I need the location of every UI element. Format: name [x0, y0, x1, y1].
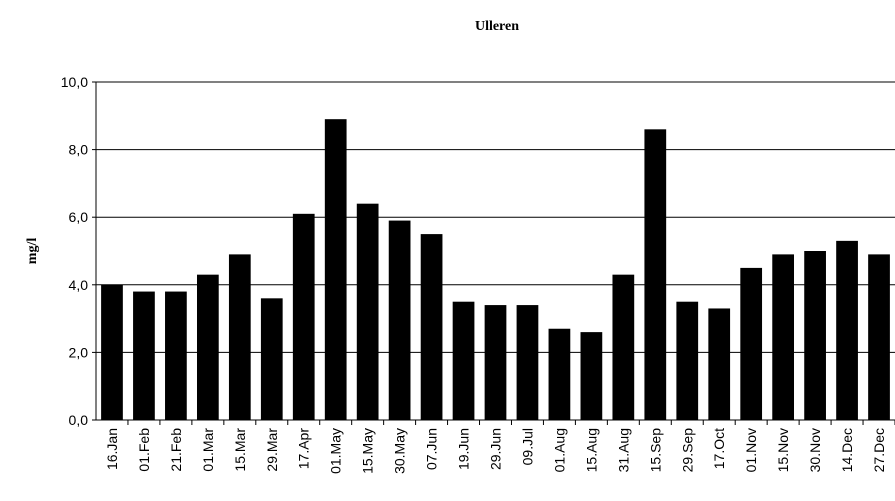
y-tick-label: 6,0: [69, 209, 89, 225]
x-tick-label: 27.Dec: [871, 428, 887, 472]
x-tick-label: 15.May: [360, 428, 376, 474]
bar: [420, 234, 443, 420]
x-tick-label: 01.May: [328, 428, 344, 474]
y-tick-label: 8,0: [69, 142, 89, 158]
bar: [772, 254, 795, 420]
x-tick-label: 17.Oct: [711, 428, 727, 469]
bar: [388, 220, 411, 420]
bar: [580, 332, 603, 420]
x-tick-label: 30.Nov: [807, 428, 823, 472]
bar: [260, 298, 283, 420]
x-tick-label: 19.Jun: [456, 428, 472, 470]
bar: [676, 301, 699, 420]
bar: [548, 328, 571, 420]
x-tick-label: 09.Jul: [519, 428, 535, 465]
bar: [165, 291, 187, 420]
bar: [133, 291, 155, 420]
x-tick-label: 01.Mar: [200, 428, 216, 472]
bar: [516, 305, 539, 420]
x-tick-label: 07.Jun: [424, 428, 440, 470]
x-tick-label: 14.Dec: [839, 428, 855, 472]
x-tick-label: 15.Aug: [583, 428, 599, 472]
x-tick-label: 01.Aug: [551, 428, 567, 472]
bar: [804, 251, 826, 420]
bar: [101, 284, 123, 420]
x-tick-label: 29.Jun: [488, 428, 504, 470]
x-tick-label: 21.Feb: [168, 428, 184, 472]
bar: [612, 274, 635, 420]
bar: [228, 254, 251, 420]
y-tick-label: 0,0: [69, 412, 89, 428]
bar: [292, 213, 315, 420]
bar: [868, 254, 890, 420]
bar: [452, 301, 475, 420]
y-tick-label: 10,0: [61, 74, 88, 90]
bar: [708, 308, 731, 420]
x-tick-label: 01.Feb: [136, 428, 152, 472]
y-tick-label: 2,0: [69, 344, 89, 360]
bar: [644, 129, 667, 420]
x-tick-label: 15.Nov: [775, 428, 791, 472]
x-tick-label: 01.Nov: [743, 428, 759, 472]
y-axis-label: mg/l: [25, 238, 40, 265]
bar: [740, 267, 763, 420]
x-tick-label: 17.Apr: [296, 428, 312, 470]
x-tick-label: 31.Aug: [615, 428, 631, 472]
x-tick-label: 29.Sep: [679, 428, 695, 473]
x-tick-label: 15.Mar: [232, 428, 248, 472]
bar: [196, 274, 219, 420]
bar: [484, 305, 507, 420]
x-tick-label: 29.Mar: [264, 428, 280, 472]
x-tick-label: 30.May: [392, 428, 408, 474]
bar: [836, 240, 858, 420]
chart-title: Ulleren: [475, 19, 519, 34]
x-tick-label: 16.Jan: [104, 428, 120, 470]
bar: [356, 203, 379, 420]
bar: [324, 119, 347, 421]
x-tick-label: 15.Sep: [647, 428, 663, 473]
y-tick-label: 4,0: [69, 277, 89, 293]
